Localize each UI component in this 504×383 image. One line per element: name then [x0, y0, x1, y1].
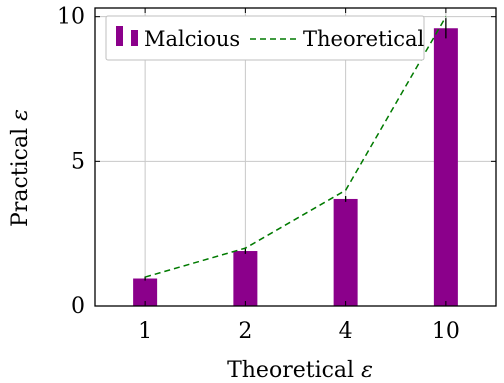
tick-layer: 1 2 4 10 0 5 10 — [57, 5, 496, 344]
y-axis-label-text: Practical — [8, 128, 33, 227]
bar-2 — [233, 251, 258, 306]
x-axis-label-symbol: ε — [361, 358, 373, 383]
legend-bar-swatch-2 — [131, 30, 138, 46]
y-axis-label-symbol: ε — [8, 109, 33, 121]
bar-4 — [333, 198, 358, 306]
x-axis-label-text: Theoretical — [227, 358, 354, 383]
legend-label-theoretical: Theoretical — [303, 27, 425, 51]
legend-bar-swatch-1 — [116, 26, 123, 46]
y-axis-label: Practical ε — [8, 109, 33, 227]
x-axis-label: Theoretical ε — [227, 358, 373, 383]
legend-label-malcious: Malcious — [144, 27, 240, 51]
y-tick-label: 0 — [71, 294, 85, 319]
y-tick-label: 5 — [71, 149, 85, 174]
line-layer — [144, 16, 447, 278]
legend: Malcious Theoretical — [105, 15, 425, 61]
legend-box — [105, 15, 425, 61]
bar-10 — [433, 28, 458, 306]
theoretical-line — [144, 16, 447, 278]
bar-layer — [133, 28, 458, 306]
plot-frame — [94, 7, 497, 307]
x-tick-label: 2 — [238, 319, 252, 344]
y-tick-label: 10 — [57, 5, 85, 30]
x-tick-label: 1 — [138, 319, 152, 344]
x-tick-label: 10 — [432, 319, 460, 344]
x-tick-label: 4 — [339, 319, 353, 344]
